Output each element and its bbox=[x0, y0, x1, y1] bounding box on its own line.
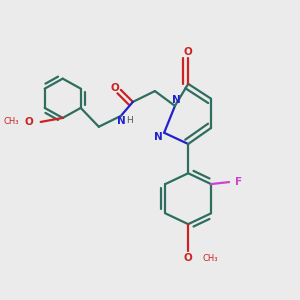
Text: O: O bbox=[184, 253, 193, 263]
Text: O: O bbox=[184, 47, 193, 57]
Text: H: H bbox=[126, 116, 133, 125]
Text: CH₃: CH₃ bbox=[202, 254, 218, 263]
Text: F: F bbox=[235, 177, 242, 187]
Text: O: O bbox=[110, 83, 119, 93]
Text: O: O bbox=[24, 117, 33, 127]
Text: CH₃: CH₃ bbox=[3, 117, 19, 126]
Text: N: N bbox=[154, 132, 163, 142]
Text: N: N bbox=[172, 95, 181, 105]
Text: N: N bbox=[117, 116, 126, 126]
